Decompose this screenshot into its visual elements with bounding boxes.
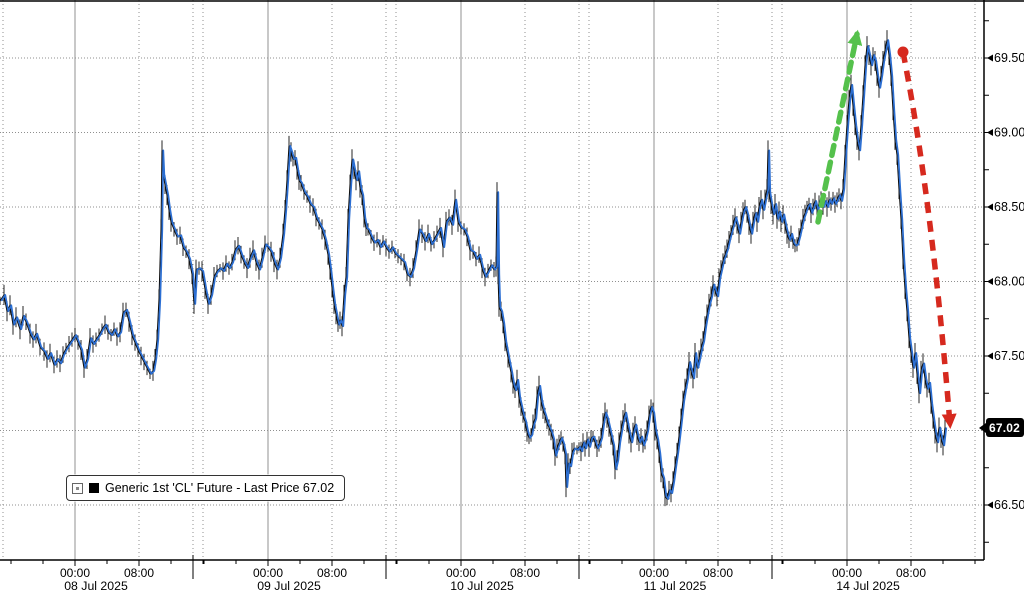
y-tick-label: 68.00 [994, 275, 1024, 289]
x-time-label: 00:00 [446, 566, 476, 580]
plot-frame [0, 0, 1024, 561]
last-price-badge: 67.02 [978, 418, 1024, 437]
y-tick-label: 67.50 [994, 349, 1024, 363]
legend-series-swatch-icon [89, 483, 99, 493]
x-time-label: 00:00 [832, 566, 862, 580]
last-price-value: 67.02 [989, 420, 1021, 435]
y-tick-label: 69.00 [994, 126, 1024, 140]
price-series [0, 30, 948, 507]
green-up-arrow [815, 29, 863, 225]
y-tick-label: 66.50 [994, 498, 1024, 512]
annotation-arrows [815, 29, 957, 430]
x-time-label: 08:00 [510, 566, 540, 580]
y-tick-arrow-icon [987, 278, 993, 285]
x-date-label: 09 Jul 2025 [257, 579, 321, 590]
y-tick-arrow-icon [987, 501, 993, 509]
y-tick-arrow-icon [987, 129, 993, 136]
y-tick-label: 69.50 [994, 51, 1024, 65]
y-tick-arrow-icon [987, 54, 993, 62]
x-time-label: 00:00 [639, 566, 669, 580]
x-time-label: 08:00 [703, 566, 733, 580]
red-down-arrow [900, 51, 957, 430]
x-date-label: 11 Jul 2025 [644, 579, 707, 590]
x-time-label: 08:00 [896, 566, 926, 580]
chart-legend[interactable]: Generic 1st 'CL' Future - Last Price 67.… [66, 475, 346, 501]
y-tick-arrow-icon [987, 203, 993, 211]
x-time-label: 00:00 [60, 566, 90, 580]
horizontal-gridlines [0, 57, 984, 506]
x-date-label: 14 Jul 2025 [836, 579, 900, 590]
x-date-label: 10 Jul 2025 [450, 579, 514, 590]
legend-expand-icon[interactable] [72, 482, 83, 494]
red-arrow-start-dot [897, 46, 909, 58]
x-date-label: 08 Jul 2025 [64, 579, 128, 590]
x-time-label: 00:00 [253, 566, 283, 580]
x-time-label: 08:00 [317, 566, 347, 580]
y-axis: 69.50 69.00 68.50 68.00 67.50 66.50 [984, 20, 1024, 543]
x-time-label: 08:00 [124, 566, 154, 580]
y-tick-label: 68.50 [994, 200, 1024, 214]
y-tick-arrow-icon [987, 352, 993, 360]
legend-series-label: Generic 1st 'CL' Future - Last Price 67.… [105, 481, 335, 495]
